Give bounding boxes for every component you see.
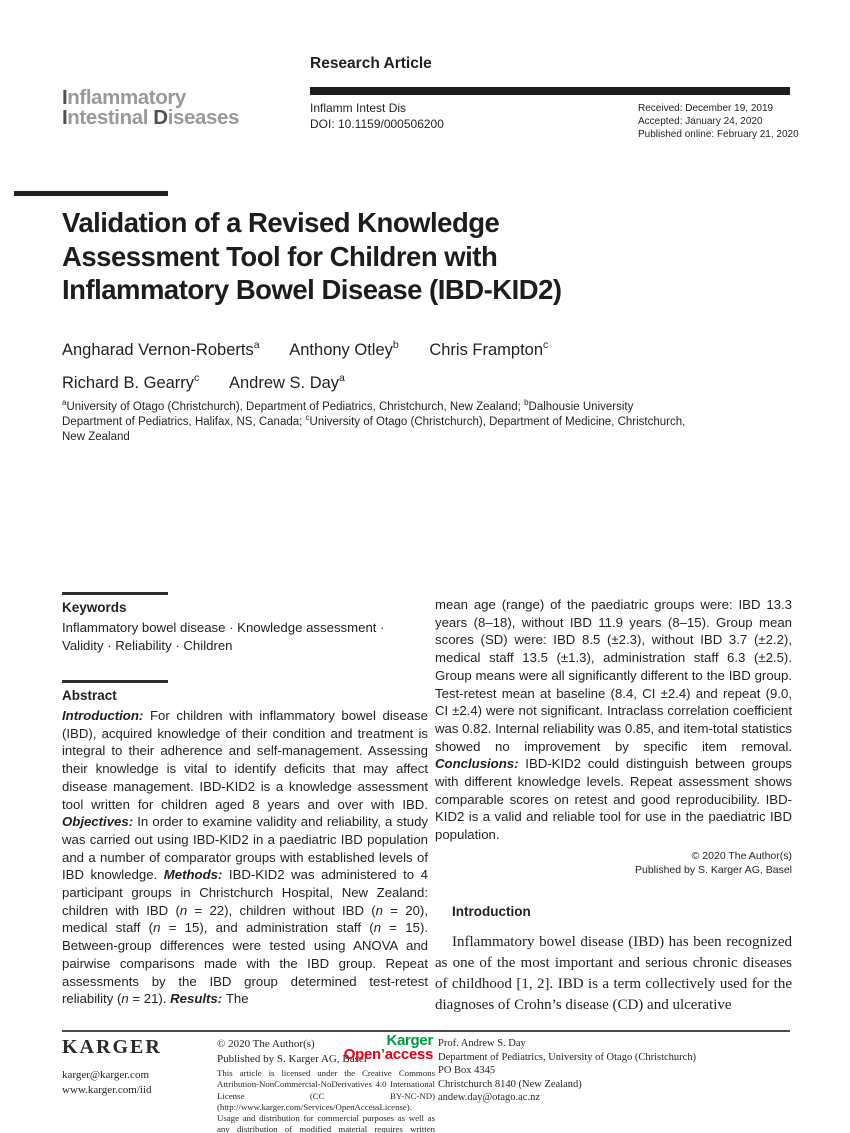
correspondence-block: Prof. Andrew S. Day Department of Pediat…	[438, 1037, 696, 1105]
open-access-logo-line2: Open’access	[343, 1045, 434, 1063]
title-rule	[14, 191, 168, 196]
keywords-text: Inflammatory bowel disease · Knowledge a…	[62, 620, 385, 653]
publisher-contact: karger@karger.com www.karger.com/iid	[62, 1068, 152, 1098]
abstract-rule	[62, 680, 168, 683]
footer-copyright-line2: Published by S. Karger AG, Basel	[217, 1052, 367, 1065]
abstract-copyright-line1: © 2020 The Author(s)	[691, 849, 792, 862]
author-affiliation-superscript: c	[543, 339, 549, 351]
header-rule	[310, 87, 790, 95]
correspondence-city: Christchurch 8140 (New Zealand)	[438, 1078, 582, 1090]
right-column: mean age (range) of the paediatric group…	[435, 596, 792, 1016]
author: Angharad Vernon-Robertsa	[62, 339, 260, 359]
keywords-rule	[62, 592, 168, 595]
author-name: Angharad Vernon-Roberts	[62, 341, 254, 359]
article-title-line2: Assessment Tool for Children with	[62, 240, 498, 272]
correspondence-pobox: PO Box 4345	[438, 1065, 496, 1076]
abstract-copyright-line2: Published by S. Karger AG, Basel	[634, 864, 792, 877]
footer-rule	[62, 1030, 790, 1032]
authors-row-1: Angharad Vernon-Robertsa Anthony Otleyb …	[62, 339, 574, 360]
journal-abbrev: Inflamm Intest Dis	[310, 101, 407, 115]
author: Chris Framptonc	[429, 339, 549, 359]
introduction-paragraph: Inflammatory bowel disease (IBD) has bee…	[435, 933, 792, 1013]
abstract-heading: Abstract	[62, 688, 117, 703]
publisher-website-link[interactable]: www.karger.com/iid	[62, 1084, 152, 1096]
open-access-logo-line1: Karger	[386, 1032, 433, 1049]
author: Richard B. Gearryc	[62, 372, 200, 392]
section-label: Research Article	[310, 55, 432, 72]
author-affiliation-superscript: c	[194, 372, 200, 384]
journal-doi[interactable]: DOI: 10.1159/000506200	[310, 116, 444, 131]
author: Andrew S. Daya	[228, 372, 345, 392]
article-title: Validation of a Revised Knowledge Assess…	[62, 206, 682, 307]
correspondence-email-link[interactable]: andew.day@otago.ac.nz	[438, 1092, 540, 1103]
introduction-heading: Introduction	[452, 903, 531, 919]
footer-copyright: © 2020 The Author(s) Published by S. Kar…	[217, 1037, 367, 1066]
date-received: Received: December 19, 2019	[638, 103, 774, 114]
keywords-heading: Keywords	[62, 600, 127, 615]
author-affiliation-superscript: b	[392, 339, 399, 351]
correspondence-department: Department of Pediatrics, University of …	[438, 1051, 697, 1063]
footer-copyright-line1: © 2020 The Author(s)	[217, 1038, 315, 1050]
abstract-text-right-column: mean age (range) of the paediatric group…	[435, 597, 792, 843]
author-affiliation-superscript: a	[253, 339, 260, 351]
article-title-line3: Inflammatory Bowel Disease (IBD-KID2)	[62, 274, 562, 305]
publisher-email-link[interactable]: karger@karger.com	[62, 1069, 149, 1081]
correspondence-name: Prof. Andrew S. Day	[438, 1038, 526, 1049]
author-name: Richard B. Gearry	[62, 374, 195, 392]
article-title-line1: Validation of a Revised Knowledge	[62, 207, 500, 238]
journal-logo-line2: Intestinal Diseases	[62, 105, 240, 129]
karger-publisher-logo: KARGER	[62, 1036, 162, 1058]
author-affiliation-superscript: a	[339, 372, 345, 384]
journal-logo: Inflammatory Intestinal Diseases	[62, 86, 240, 129]
author-name: Andrew S. Day	[228, 374, 340, 392]
journal-identification: Inflamm Intest Dis DOI: 10.1159/00050620…	[310, 101, 444, 132]
affiliations: aUniversity of Otago (Christchurch), Dep…	[62, 398, 686, 443]
journal-logo-line1: Inflammatory	[62, 86, 186, 109]
author-name: Chris Frampton	[429, 341, 544, 359]
date-published: Published online: February 21, 2020	[638, 129, 799, 141]
article-dates: Received: December 19, 2019 Accepted: Ja…	[638, 102, 799, 142]
author-name: Anthony Otley	[289, 341, 393, 359]
date-accepted: Accepted: January 24, 2020	[638, 116, 763, 128]
license-text: This article is licensed under the Creat…	[217, 1068, 435, 1133]
karger-open-access-logo: Karger Open’access	[330, 1032, 434, 1063]
abstract-copyright: © 2020 The Author(s) Published by S. Kar…	[435, 849, 792, 878]
author: Anthony Otleyb	[289, 339, 399, 359]
authors-row-2: Richard B. Gearryc Andrew S. Daya	[62, 372, 371, 393]
abstract-text-left-column: Introduction: For children with inflamma…	[62, 708, 429, 1007]
